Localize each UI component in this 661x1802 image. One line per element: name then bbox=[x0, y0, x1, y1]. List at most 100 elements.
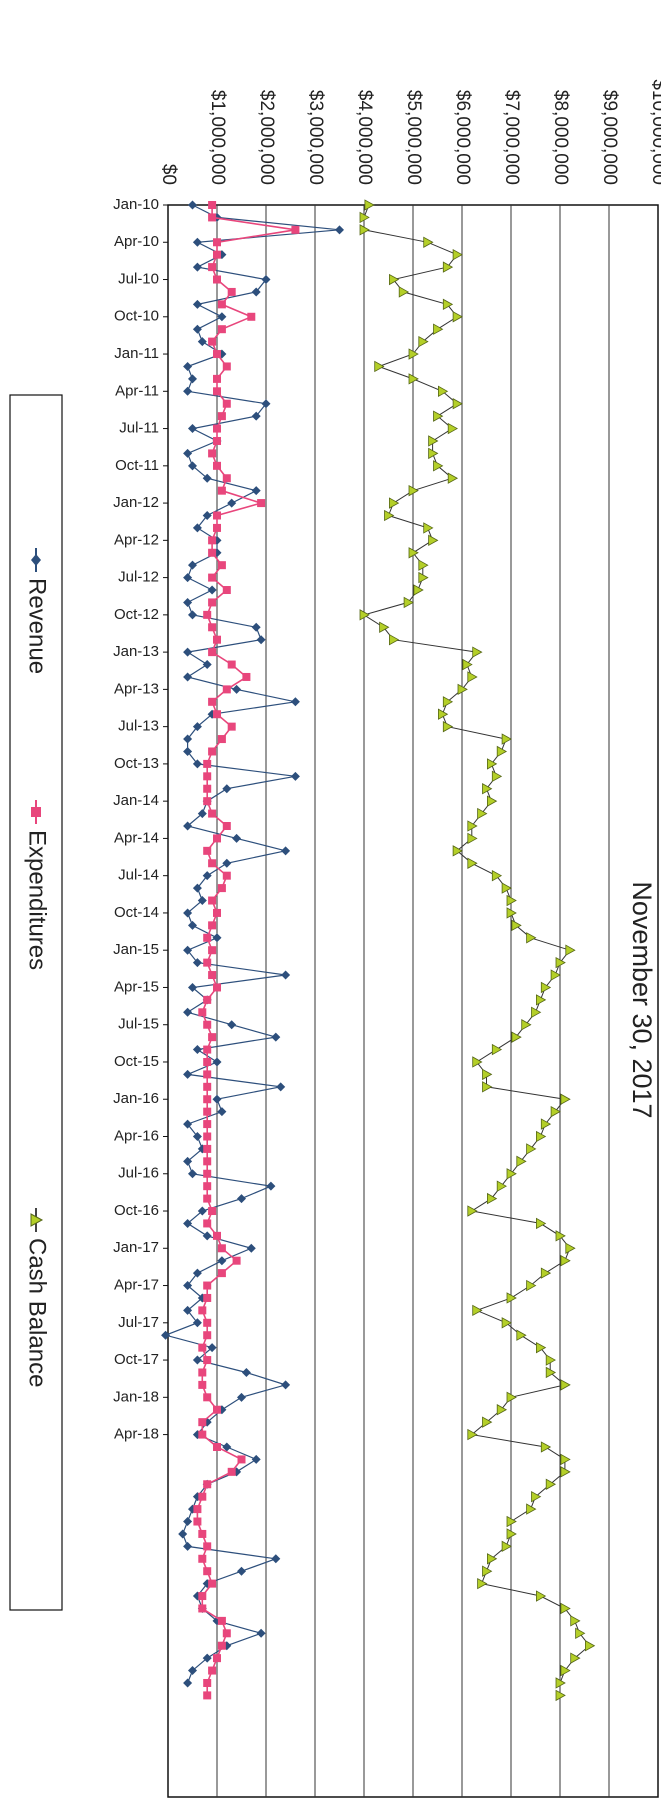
cash-balance-point-36 bbox=[472, 646, 483, 658]
expenditures-point-93 bbox=[203, 1356, 212, 1365]
cash-balance-point-57 bbox=[506, 907, 517, 919]
cash-balance-point-58 bbox=[511, 919, 522, 932]
revenue-point-25 bbox=[202, 511, 212, 520]
expenditures-point-107 bbox=[198, 1529, 207, 1538]
revenue-point-50 bbox=[183, 821, 193, 831]
expenditures-point-5 bbox=[208, 263, 217, 272]
cash-balance-point-112 bbox=[536, 1590, 547, 1602]
expenditures-point-94 bbox=[198, 1368, 207, 1377]
y-axis: $0 $1,000,000 $2,000,000 $3,000,000 $4,000,0… bbox=[158, 79, 661, 185]
cash-balance-point-104 bbox=[531, 1491, 542, 1503]
revenue-point-106 bbox=[183, 1517, 193, 1527]
cash-balance-point-55 bbox=[501, 882, 512, 894]
revenue-point-8 bbox=[192, 299, 202, 309]
cash-balance-point-99 bbox=[467, 1428, 478, 1441]
expenditures-point-78 bbox=[203, 1169, 212, 1178]
cash-balance-point-47 bbox=[482, 783, 493, 795]
cash-balance-point-110 bbox=[482, 1565, 493, 1577]
expenditures-point-64 bbox=[203, 995, 212, 1004]
legend-expenditures-marker bbox=[31, 807, 41, 817]
revenue-point-43 bbox=[183, 734, 193, 744]
cash-balance-point-56 bbox=[506, 894, 517, 907]
revenue-point-74 bbox=[183, 1119, 193, 1129]
expenditures-point-61 bbox=[203, 958, 212, 967]
revenue-point-90 bbox=[192, 1318, 202, 1328]
revenue-point-34 bbox=[251, 622, 261, 632]
expenditures-point-48 bbox=[203, 797, 212, 806]
revenue-point-93 bbox=[192, 1355, 202, 1365]
cash-balance-point-33 bbox=[359, 609, 370, 621]
cash-balance-point-64 bbox=[536, 994, 547, 1006]
revenue-point-16 bbox=[261, 399, 271, 409]
x-tick-label-8: Jan-12 bbox=[113, 494, 159, 511]
x-tick-label-3: Oct-10 bbox=[114, 308, 159, 325]
revenue-point-55 bbox=[192, 883, 202, 893]
cash-balance-point-98 bbox=[482, 1416, 493, 1428]
expenditures-point-53 bbox=[208, 859, 217, 868]
x-tick-label-2: Jul-10 bbox=[118, 270, 159, 287]
cash-balance-point-5 bbox=[442, 261, 454, 273]
x-tick-label-20: Jan-15 bbox=[113, 941, 159, 958]
revenue-point-89 bbox=[183, 1305, 193, 1315]
x-tick-label-1: Apr-10 bbox=[114, 233, 159, 250]
expenditures-point-80 bbox=[203, 1194, 212, 1203]
cash-balance-point-29 bbox=[418, 559, 429, 571]
cash-balance-point-71 bbox=[482, 1081, 493, 1093]
cash-balance-point-68 bbox=[491, 1043, 503, 1056]
x-tick-label-6: Jul-11 bbox=[119, 420, 159, 437]
expenditures-point-14 bbox=[213, 374, 221, 383]
expenditures-point-11 bbox=[208, 337, 217, 346]
cash-balance-point-35 bbox=[389, 634, 400, 646]
y-tick-label-9: $9,000,000 bbox=[599, 90, 620, 185]
revenue-point-71 bbox=[276, 1082, 286, 1092]
expenditures-point-23 bbox=[217, 486, 226, 495]
expenditures-point-112 bbox=[198, 1592, 207, 1601]
expenditures-point-31 bbox=[222, 586, 231, 595]
cash-balance-point-12 bbox=[408, 348, 419, 360]
cash-balance-point-117 bbox=[570, 1652, 581, 1664]
revenue-point-6 bbox=[261, 275, 271, 285]
y-tick-label-8: $8,000,000 bbox=[550, 90, 571, 185]
cash-balance-point-16 bbox=[452, 398, 463, 410]
expenditures-point-115 bbox=[222, 1629, 231, 1638]
x-tick-label-13: Apr-13 bbox=[114, 680, 159, 697]
revenue-point-9 bbox=[217, 312, 227, 322]
cash-balance-point-88 bbox=[506, 1292, 517, 1304]
legend-revenue-marker bbox=[31, 554, 41, 566]
cash-balance-point-105 bbox=[526, 1503, 537, 1515]
cash-balance-point-89 bbox=[472, 1304, 483, 1317]
y-tick-label-7: $7,000,000 bbox=[501, 90, 522, 185]
expenditures-point-102 bbox=[227, 1467, 236, 1476]
cash-balance-point-7 bbox=[398, 286, 410, 298]
revenue-point-101 bbox=[251, 1454, 261, 1464]
cash-balance-point-70 bbox=[482, 1068, 493, 1081]
cash-balance-point-78 bbox=[506, 1168, 517, 1180]
x-tick-label-33: Apr-18 bbox=[114, 1426, 159, 1443]
expenditures-point-37 bbox=[227, 660, 236, 669]
legend-item-revenue: Revenue bbox=[24, 548, 51, 674]
cash-balance-point-24 bbox=[389, 497, 400, 509]
cash-balance-point-77 bbox=[516, 1155, 527, 1168]
cash-balance-point-113 bbox=[560, 1602, 571, 1615]
revenue-point-75 bbox=[192, 1132, 202, 1141]
cash-balance-point-85 bbox=[560, 1255, 571, 1267]
revenue-point-108 bbox=[183, 1541, 193, 1551]
expenditures-point-59 bbox=[203, 933, 212, 942]
revenue-point-80 bbox=[237, 1194, 246, 1204]
expenditures-point-10 bbox=[217, 325, 226, 334]
cash-balance-point-67 bbox=[511, 1031, 522, 1043]
expenditures-point-47 bbox=[203, 784, 212, 793]
revenue-point-69 bbox=[212, 1057, 222, 1067]
cash-balance-point-84 bbox=[565, 1242, 576, 1254]
cash-balance-point-54 bbox=[491, 870, 503, 882]
cash-balance-point-94 bbox=[545, 1366, 557, 1379]
revenue-point-32 bbox=[183, 597, 193, 607]
cash-balance-point-65 bbox=[531, 1006, 542, 1018]
revenue-point-15 bbox=[183, 386, 193, 396]
expenditures-point-99 bbox=[198, 1430, 207, 1439]
revenue-point-56 bbox=[197, 896, 207, 906]
revenue-point-60 bbox=[183, 945, 193, 955]
cash-balance-point-108 bbox=[501, 1540, 512, 1553]
expenditures-point-81 bbox=[208, 1207, 217, 1216]
x-tick-label-5: Apr-11 bbox=[115, 382, 159, 399]
